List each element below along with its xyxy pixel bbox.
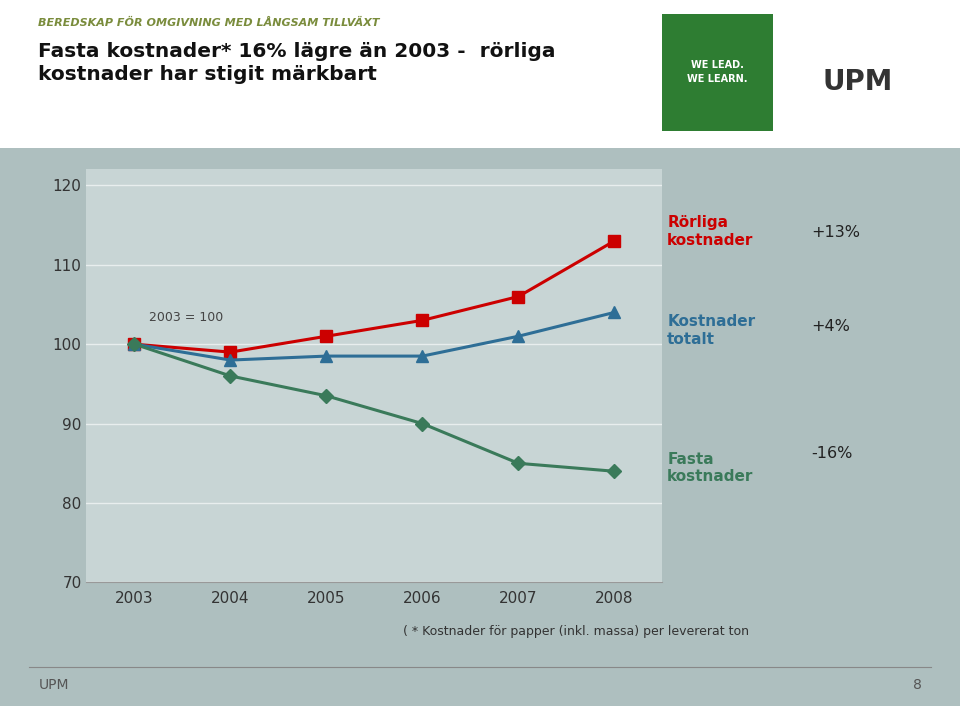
Text: Kostnader
totalt: Kostnader totalt — [667, 314, 756, 347]
Text: 8: 8 — [913, 678, 922, 692]
Text: Rörliga
kostnader: Rörliga kostnader — [667, 215, 754, 248]
Text: 2003 = 100: 2003 = 100 — [149, 311, 223, 324]
Text: BEREDSKAP FÖR OMGIVNING MED LÅNGSAM TILLVÄXT: BEREDSKAP FÖR OMGIVNING MED LÅNGSAM TILL… — [38, 18, 380, 28]
Text: UPM: UPM — [822, 68, 893, 96]
Text: Fasta
kostnader: Fasta kostnader — [667, 452, 754, 484]
Text: +4%: +4% — [811, 319, 850, 334]
Text: ( * Kostnader för papper (inkl. massa) per levererat ton: ( * Kostnader för papper (inkl. massa) p… — [403, 625, 749, 638]
Text: +13%: +13% — [811, 225, 860, 239]
Text: -16%: -16% — [811, 446, 852, 461]
Text: Fasta kostnader* 16% lägre än 2003 -  rörliga
kostnader har stigit märkbart: Fasta kostnader* 16% lägre än 2003 - rör… — [38, 42, 556, 84]
Text: UPM: UPM — [38, 678, 69, 692]
Text: WE LEAD.
WE LEARN.: WE LEAD. WE LEARN. — [687, 61, 748, 84]
